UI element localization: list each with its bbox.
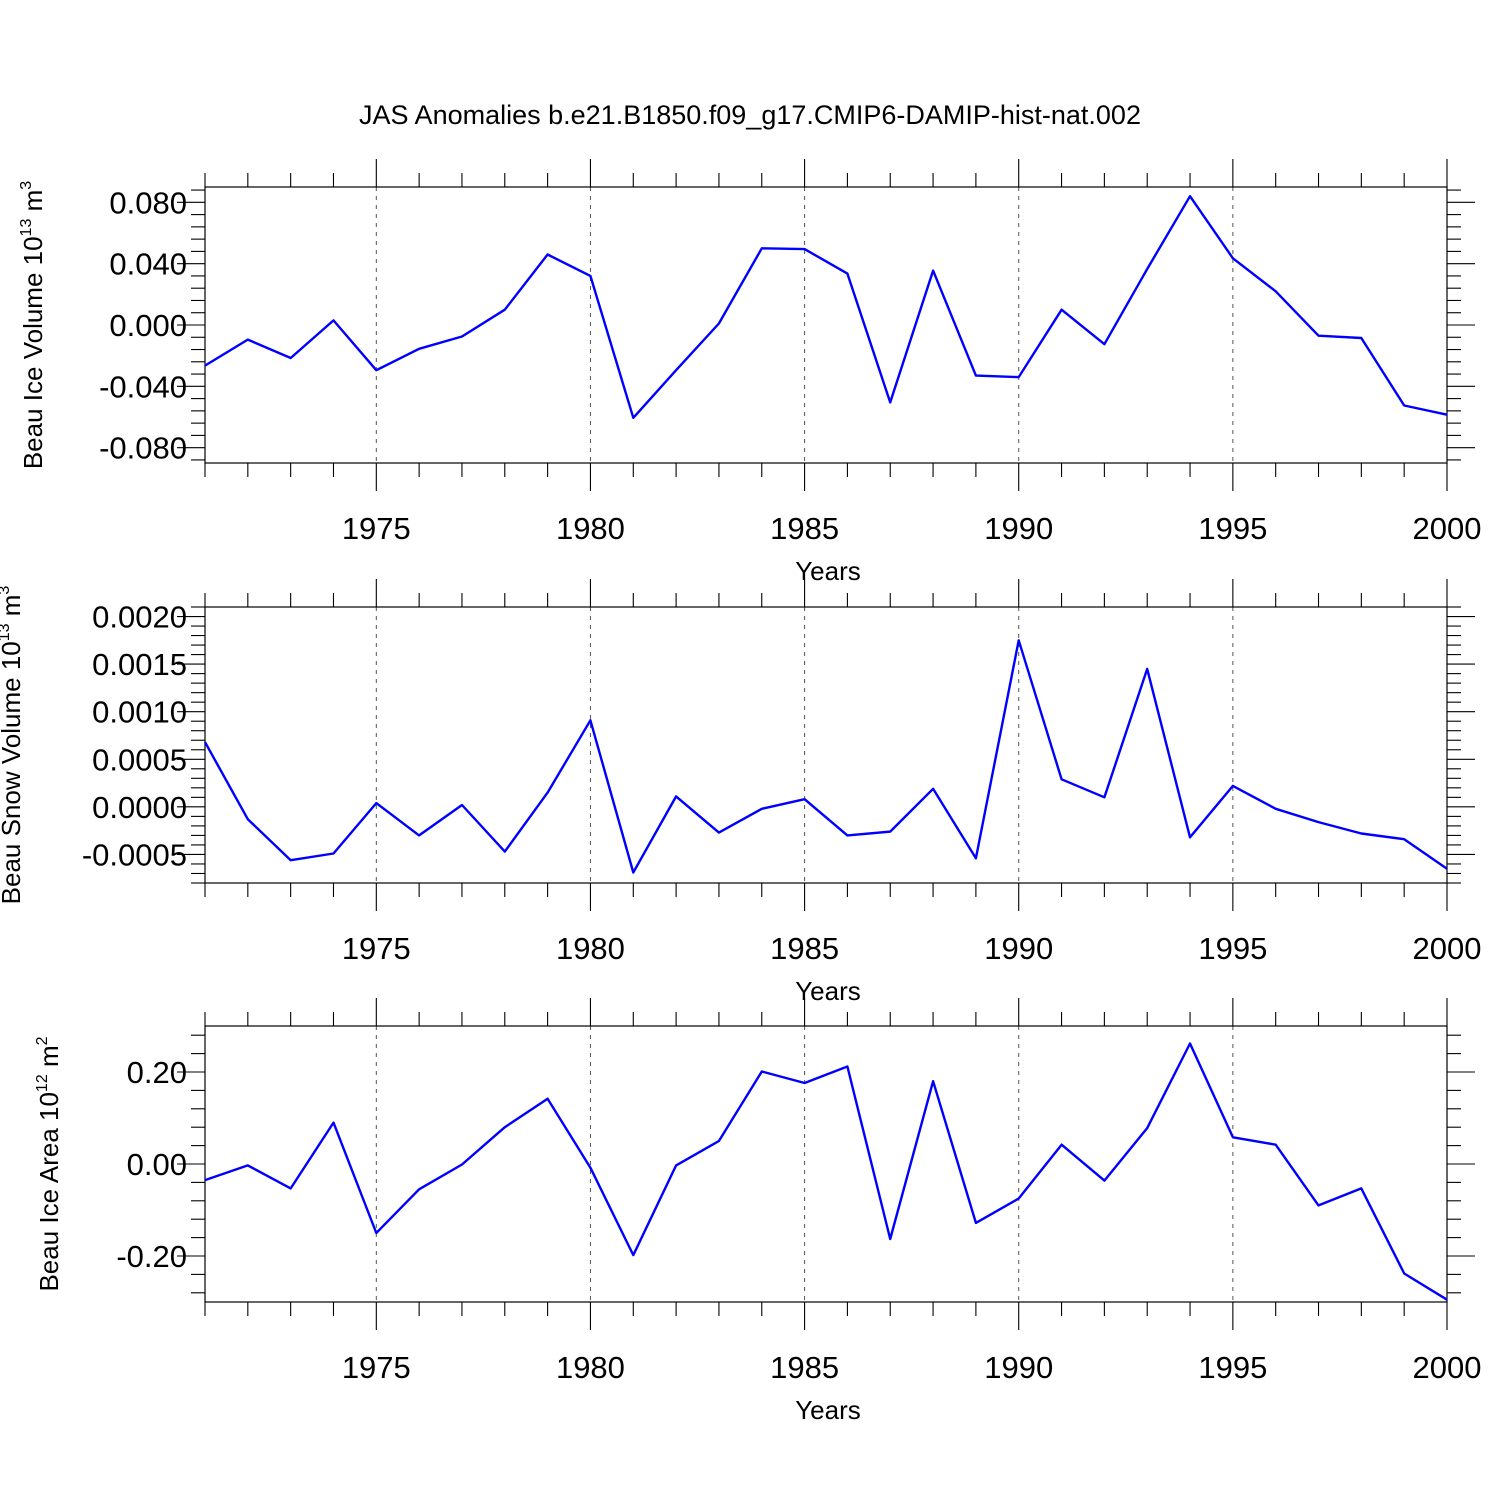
- x-tick-label: 1980: [556, 511, 625, 546]
- x-tick-label: 1995: [1198, 511, 1267, 546]
- plot-frame: [204, 1025, 1448, 1303]
- panel-2: 0.0020 0.0015 0.0010 0.0005 0.0000 -0.0005 197…: [0, 579, 1481, 1006]
- y-axis-label: Beau Ice Volume 1013 m3: [18, 181, 48, 469]
- x-tick-label: 2000: [1413, 1350, 1482, 1385]
- y-tick-label: 0.000: [109, 308, 187, 343]
- x-axis-label: Years: [795, 976, 861, 1006]
- x-axis-label: Years: [795, 556, 861, 586]
- panel-3: 0.20 0.00 -0.20 1975 1980 1985 1990 1995 2000 Yea…: [34, 998, 1481, 1425]
- panels: 0.080 0.040 0.000 -0.040 -0.080 1975 1980 1985 1…: [0, 159, 1481, 1425]
- series-line: [204, 1042, 1448, 1301]
- panel-1: 0.080 0.040 0.000 -0.040 -0.080 1975 1980 1985 1…: [18, 159, 1481, 586]
- y-tick-label: -0.20: [116, 1239, 187, 1274]
- y-tick-label: 0.040: [109, 247, 187, 282]
- y-tick-label: 0.080: [109, 185, 187, 220]
- x-tick-label: 2000: [1413, 511, 1482, 546]
- x-tick-label: 1985: [770, 511, 839, 546]
- y-tick-label: 0.20: [127, 1055, 187, 1090]
- x-tick-label: 1985: [770, 1350, 839, 1385]
- y-tick-label: 0.0005: [92, 742, 187, 777]
- y-tick-label: 0.0010: [92, 695, 187, 730]
- x-tick-label: 2000: [1413, 931, 1482, 966]
- y-axis-label: Beau Snow Volume 1013 m3: [0, 586, 26, 905]
- x-tick-label: 1975: [342, 931, 411, 966]
- x-tick-label: 1990: [984, 931, 1053, 966]
- x-tick-label: 1980: [556, 931, 625, 966]
- y-tick-label: 0.0000: [92, 790, 187, 825]
- plot-frame: [204, 606, 1448, 884]
- x-tick-label: 1975: [342, 511, 411, 546]
- x-tick-label: 1995: [1198, 1350, 1267, 1385]
- x-axis-label: Years: [795, 1395, 861, 1425]
- plot-frame: [204, 186, 1448, 464]
- series-line: [203, 639, 1448, 874]
- x-tick-label: 1995: [1198, 931, 1267, 966]
- y-tick-label: -0.040: [99, 369, 187, 404]
- y-axis-label: Beau Ice Area 1012 m2: [34, 1036, 64, 1291]
- y-tick-label: 0.0015: [92, 647, 187, 682]
- y-tick-label: 0.00: [127, 1147, 187, 1182]
- x-tick-label: 1985: [770, 931, 839, 966]
- y-tick-label: -0.0005: [82, 837, 187, 872]
- x-tick-label: 1980: [556, 1350, 625, 1385]
- x-tick-label: 1990: [984, 1350, 1053, 1385]
- y-tick-label: 0.0020: [92, 600, 187, 635]
- chart-title: JAS Anomalies b.e21.B1850.f09_g17.CMIP6-…: [359, 100, 1141, 130]
- y-tick-label: -0.080: [99, 431, 187, 466]
- x-tick-label: 1990: [984, 511, 1053, 546]
- x-tick-label: 1975: [342, 1350, 411, 1385]
- series-line: [204, 194, 1448, 419]
